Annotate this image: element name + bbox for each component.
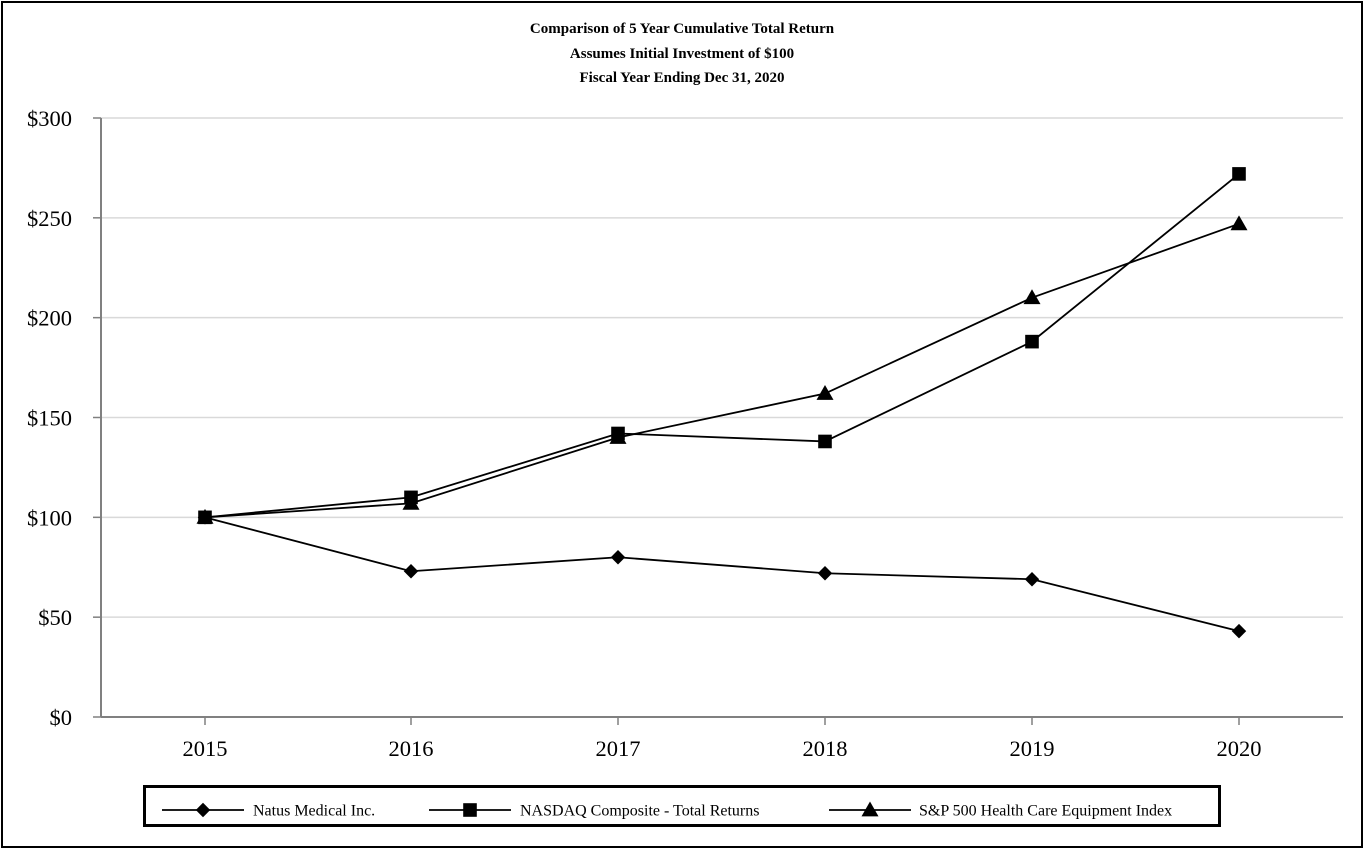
chart-titles: Comparison of 5 Year Cumulative Total Re… (0, 17, 1364, 91)
chart-title: Comparison of 5 Year Cumulative Total Re… (529, 21, 835, 37)
x-tick-label: 2017 (596, 736, 641, 761)
series-line (204, 516, 1240, 633)
data-point-diamond (610, 550, 626, 565)
data-point-triangle (402, 494, 420, 510)
data-point-diamond (1024, 572, 1040, 587)
legend: Natus Medical Inc. NASDAQ Composite - Tot… (143, 785, 1221, 827)
legend-item: S&P 500 Health Care Equipment Index (829, 801, 1172, 820)
legend-item: Natus Medical Inc. (162, 803, 375, 820)
series-diamond (197, 510, 1247, 639)
series-line (204, 222, 1240, 519)
data-point-triangle (609, 428, 627, 444)
x-tick-label: 2018 (803, 736, 848, 761)
y-tick-label: $100 (27, 505, 72, 530)
legend-marker-square (463, 803, 477, 817)
data-point-triangle (196, 508, 214, 524)
data-point-diamond (403, 564, 419, 579)
data-point-diamond (1231, 623, 1247, 639)
data-point-square (818, 434, 832, 449)
legend-label: Natus Medical Inc. (253, 803, 375, 820)
x-axis-ticks: 2015 2016 2017 2018 2019 2020 (183, 717, 1262, 761)
y-tick-label: $250 (27, 206, 72, 231)
y-tick-label: $50 (38, 605, 72, 630)
series-line (204, 173, 1240, 519)
y-tick-label: $200 (27, 306, 72, 331)
legend-graphic: Natus Medical Inc. NASDAQ Composite - Tot… (162, 801, 1172, 820)
y-tick-label: $0 (50, 705, 73, 730)
series-group (196, 167, 1248, 639)
series-triangle (196, 215, 1248, 524)
data-point-triangle (1023, 289, 1041, 305)
x-tick-label: 2016 (389, 736, 434, 761)
legend-marker-triangle (861, 801, 879, 817)
data-point-square (1232, 167, 1246, 181)
x-tick-label: 2019 (1010, 736, 1055, 761)
x-tick-label: 2020 (1217, 736, 1262, 761)
series-square (198, 167, 1246, 525)
data-point-diamond (817, 566, 833, 581)
legend-label: NASDAQ Composite - Total Returns (520, 803, 759, 820)
data-point-square (1025, 334, 1039, 349)
legend-label: S&P 500 Health Care Equipment Index (919, 803, 1172, 820)
y-tick-label: $300 (27, 106, 72, 131)
gridlines (101, 117, 1343, 618)
y-axis-ticks: $0 $50 $100 $150 $200 $250 $300 (27, 106, 101, 730)
y-tick-label: $150 (27, 406, 72, 431)
legend-marker-diamond (195, 802, 211, 818)
x-tick-label: 2015 (183, 736, 228, 761)
chart-subtitle-2: Fiscal Year Ending Dec 31, 2020 (579, 70, 785, 86)
data-point-triangle (1230, 215, 1248, 231)
legend-item: NASDAQ Composite - Total Returns (429, 803, 759, 820)
data-point-triangle (816, 385, 834, 400)
chart-subtitle-1: Assumes Initial Investment of $100 (569, 45, 795, 62)
